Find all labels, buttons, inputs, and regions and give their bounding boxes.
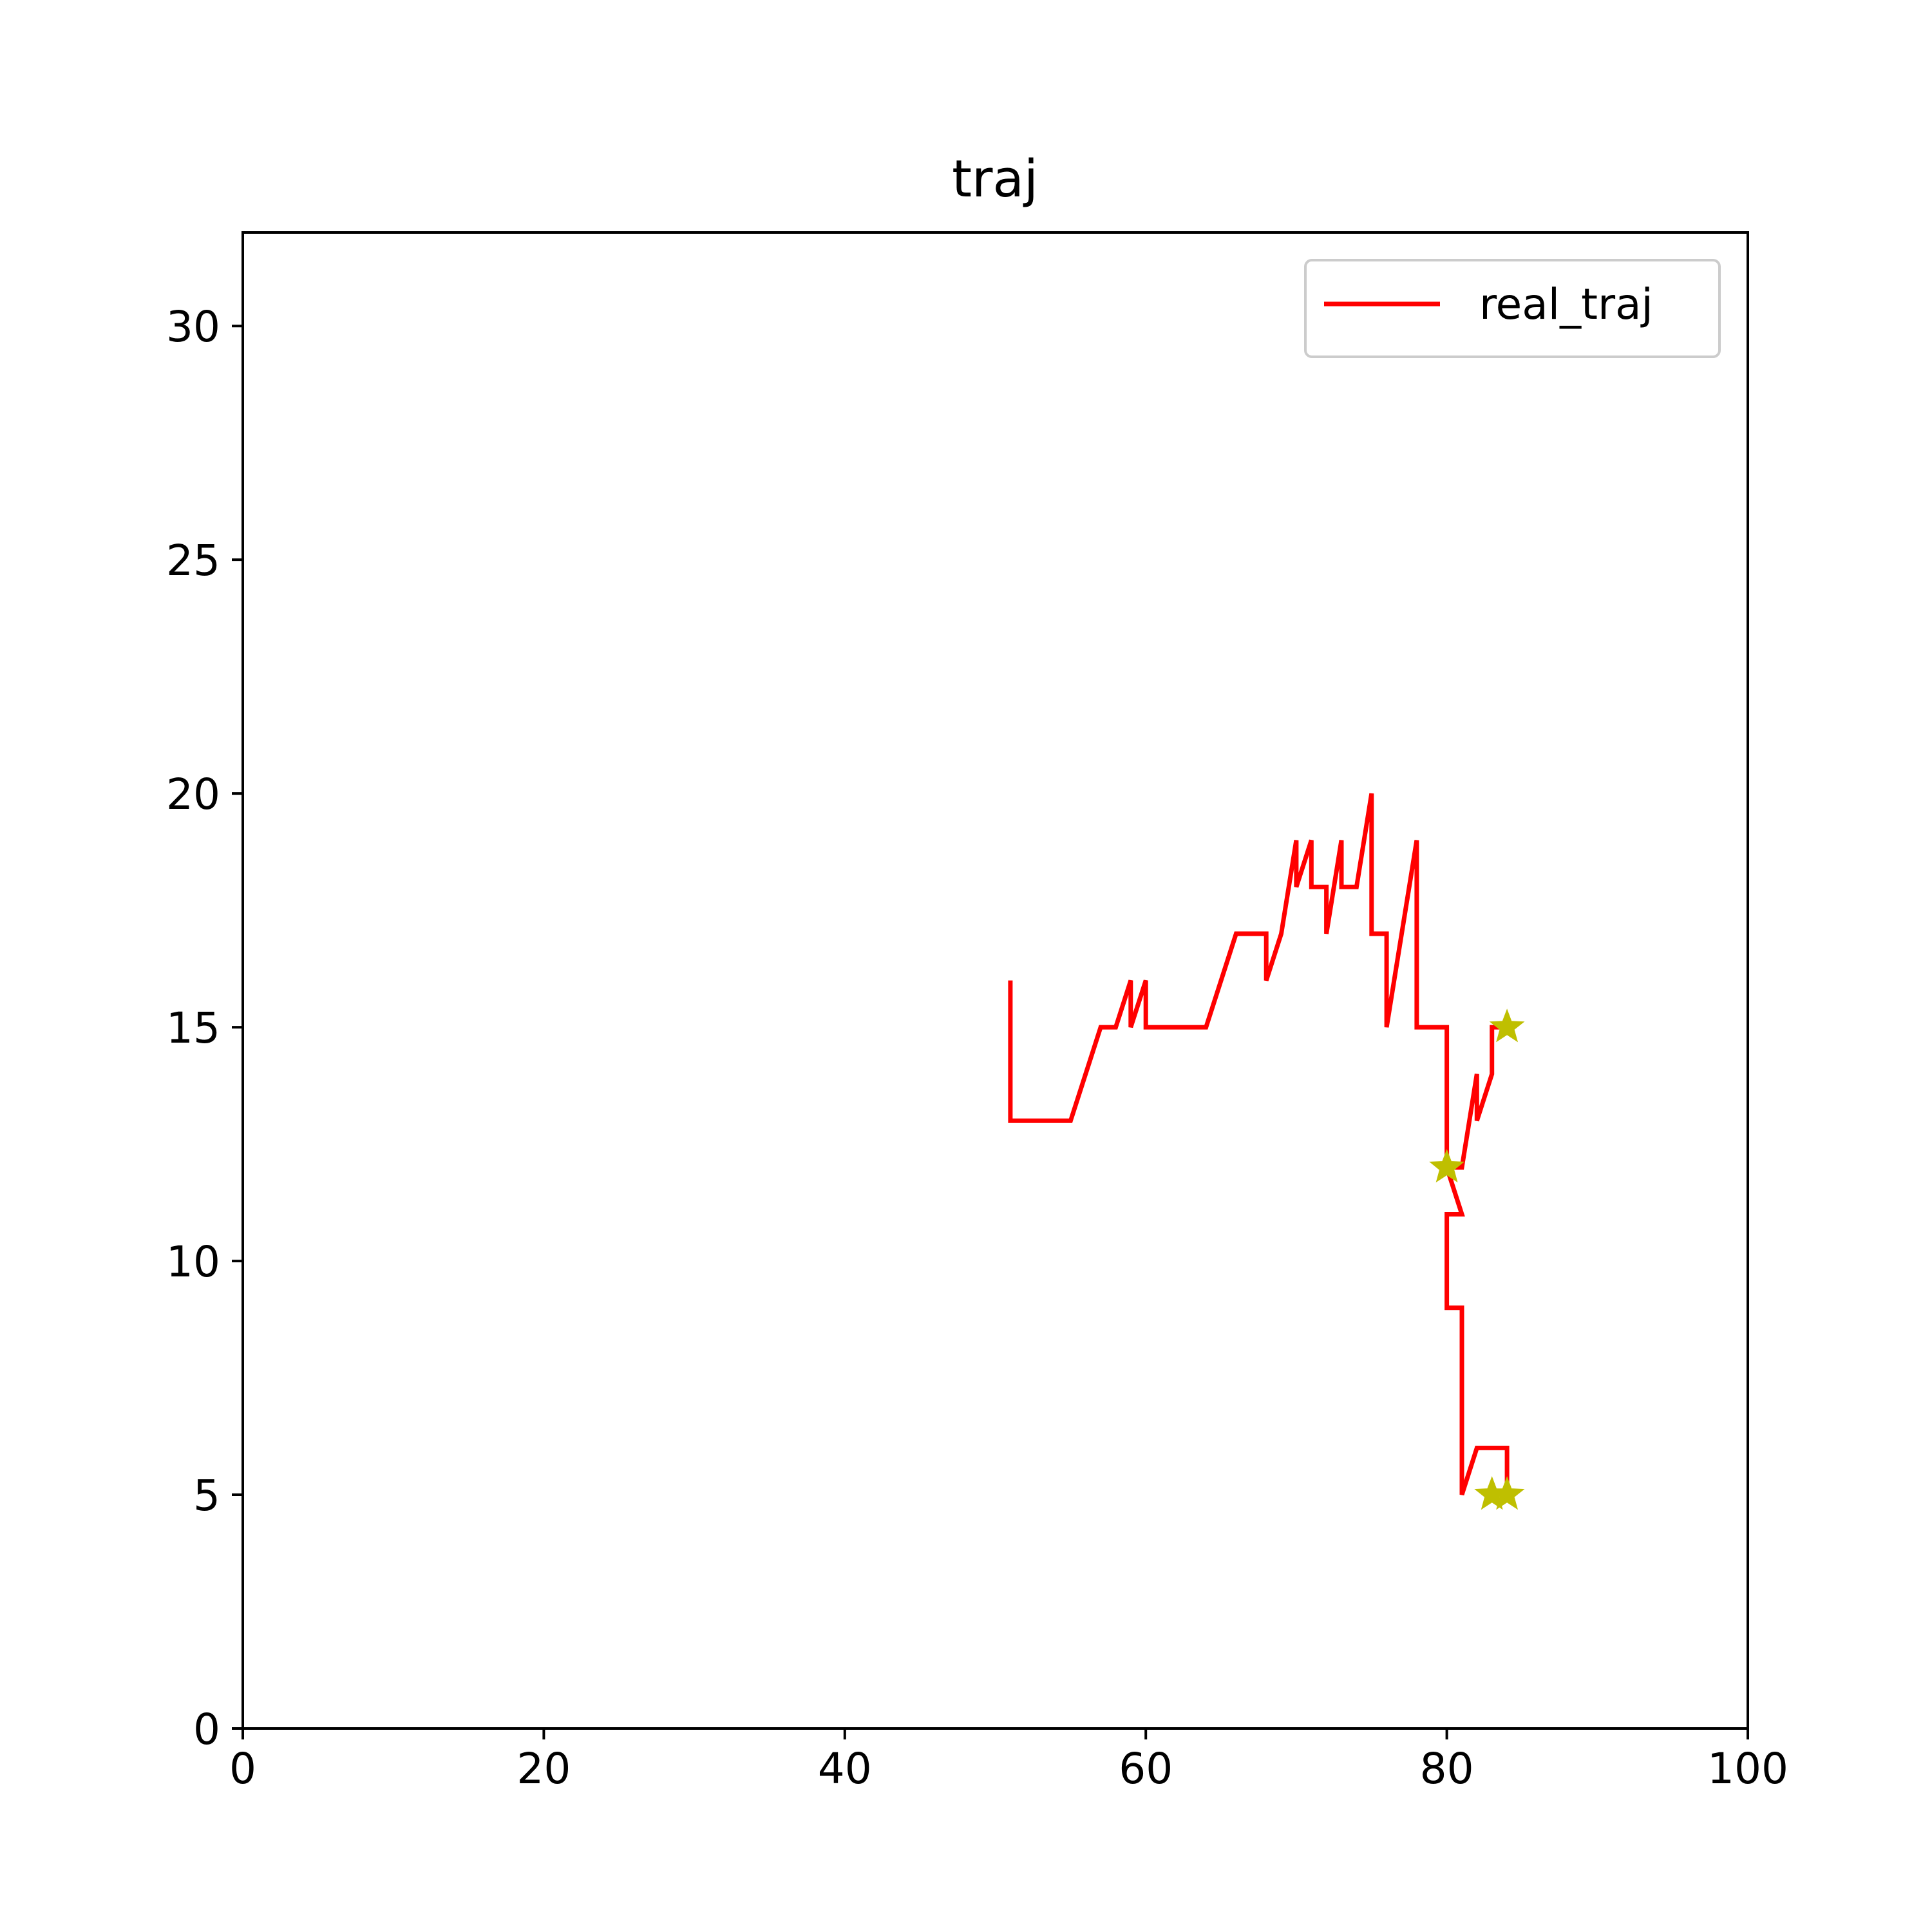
y-tick-label: 15 (166, 1003, 220, 1053)
series-layer (1008, 793, 1510, 1497)
plot-frame (242, 231, 1749, 1730)
legend-box (1304, 259, 1721, 358)
chart-title: traj (952, 149, 1038, 209)
x-tick-label: 60 (1119, 1744, 1173, 1794)
x-tick-label: 80 (1420, 1744, 1474, 1794)
series-line-1 (1008, 793, 1510, 1497)
y-tick-label: 20 (166, 770, 220, 819)
y-tick-label: 5 (193, 1471, 220, 1520)
legend: real_traj (1304, 259, 1721, 358)
legend-label-real-traj: real_traj (1479, 279, 1653, 329)
x-axis: 0 20 40 60 80 100 (229, 1728, 1788, 1794)
x-tick-label: 40 (818, 1744, 872, 1794)
x-tick-label: 20 (516, 1744, 571, 1794)
y-tick-label: 0 (193, 1705, 220, 1754)
y-tick-label: 30 (166, 302, 220, 352)
star-marker-4 (1489, 1476, 1525, 1510)
star-marker-2 (1429, 1149, 1464, 1183)
star-marker-1 (1489, 1009, 1525, 1043)
y-tick-label: 25 (166, 536, 220, 585)
marker-layer (1429, 1009, 1525, 1510)
series-line-2 (1446, 1025, 1508, 1170)
x-tick-label: 0 (229, 1744, 256, 1794)
y-tick-label: 10 (166, 1237, 220, 1287)
y-axis: 0 5 10 15 20 25 30 (166, 302, 243, 1754)
x-tick-label: 100 (1707, 1744, 1788, 1794)
